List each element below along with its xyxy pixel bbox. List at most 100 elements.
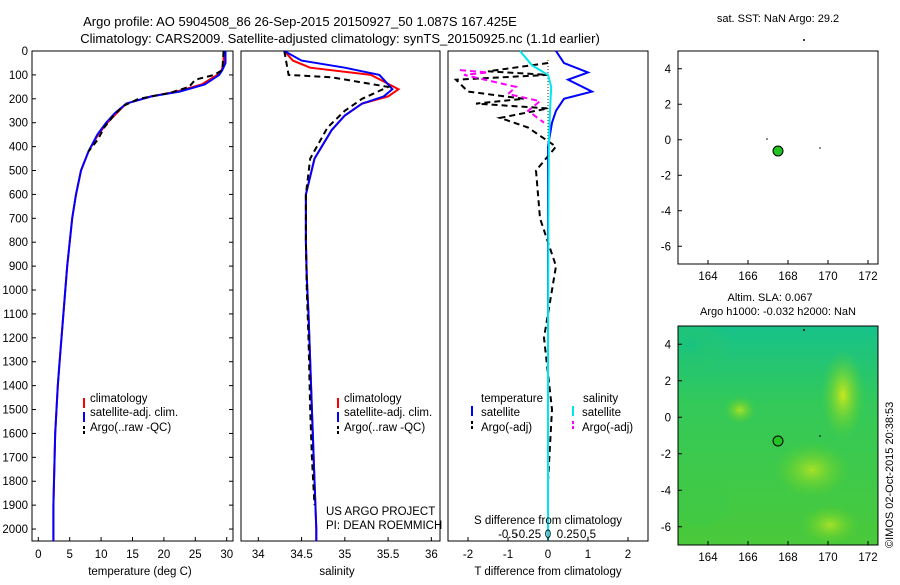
lon-tick-label: 172	[858, 271, 877, 283]
depth-tick-label: 1200	[2, 333, 28, 345]
legend-climatology: climatology	[344, 393, 402, 405]
legend-temp-satellite: satellite	[481, 407, 520, 419]
depth-tick-label: 2000	[2, 524, 28, 536]
land-speck	[803, 39, 805, 41]
lat-tick-label: 0	[665, 412, 671, 424]
series-temperature-argo-adj	[453, 62, 558, 482]
figure-title-line1: Argo profile: AO 5904508_86 26-Sep-2015 …	[83, 14, 517, 29]
salinity-series	[283, 50, 401, 541]
temperature-tick-label: 10	[95, 549, 108, 561]
t-difference-tick-label: 2	[625, 549, 631, 561]
salinity-tick-label: 34.5	[290, 549, 312, 561]
series-argo-raw-qc	[87, 50, 225, 153]
lon-tick-label: 168	[778, 552, 797, 564]
salinity-panel-frame	[240, 50, 441, 542]
depth-tick-label: 400	[9, 142, 28, 154]
argo-float-marker	[772, 145, 784, 157]
lat-tick-label: -6	[661, 241, 671, 253]
lat-tick-label: -4	[661, 485, 672, 497]
figure-title-line2: Climatology: CARS2009. Satellite-adjuste…	[80, 31, 600, 46]
series-satellite-adj-clim	[52, 51, 227, 541]
depth-tick-label: 500	[9, 166, 28, 178]
legend-satellite: satellite-adj. clim.	[344, 407, 432, 419]
lon-tick-label: 168	[778, 271, 797, 283]
project-pi: PI: DEAN ROEMMICH	[326, 520, 442, 532]
land-speck	[819, 147, 821, 149]
t-difference-label: T difference from climatology	[474, 566, 621, 578]
legend-temperature-header: temperature	[481, 393, 543, 405]
legend-sal-argo: Argo(-adj)	[582, 422, 633, 434]
salinity-xlabel: salinity	[319, 566, 354, 578]
depth-tick-label: 700	[9, 213, 28, 225]
depth-tick-label: 1300	[2, 357, 28, 369]
sst-map-title: sat. SST: NaN Argo: 29.2	[717, 13, 839, 25]
s-difference-ticks: -0.5-0.25 0 0.25 0.5	[498, 529, 596, 541]
salinity-tick-label: 34	[252, 549, 265, 561]
depth-tick-label: 300	[9, 118, 28, 130]
sla-map-frame	[677, 325, 879, 546]
temperature-tick-label: 0	[35, 549, 41, 561]
legend-climatology: climatology	[90, 393, 148, 405]
lat-tick-label: -2	[661, 449, 671, 461]
lon-tick-label: 164	[698, 271, 718, 283]
difference-legend: temperature salinity satellite Argo(-adj…	[471, 393, 633, 434]
project-name: US ARGO PROJECT	[326, 506, 435, 518]
t-difference-tick-label: 0	[545, 549, 551, 561]
depth-tick-label: 1400	[2, 381, 28, 393]
legend-temp-argo: Argo(-adj)	[481, 422, 532, 434]
depth-tick-label: 0	[22, 46, 28, 58]
depth-tick-label: 1000	[2, 285, 28, 297]
sla-heatmap	[678, 326, 878, 545]
lon-tick-label: 166	[738, 552, 757, 564]
salinity-tick-label: 35	[338, 549, 351, 561]
salinity-tick-label: 36	[425, 549, 438, 561]
sla-map-ticks: 164 166 168 170 172 4 2 0 -2 -4 -6	[661, 339, 878, 564]
depth-tick-label: 900	[9, 261, 28, 273]
depth-tick-label: 1700	[2, 452, 28, 464]
difference-x-ticks: -2 -1 0 1 2	[463, 537, 631, 561]
lon-tick-label: 166	[738, 271, 757, 283]
sla-high-anomaly	[800, 505, 860, 545]
t-difference-tick-label: -1	[503, 549, 513, 561]
sla-high-anomaly	[774, 442, 850, 498]
lat-tick-label: 2	[665, 376, 671, 388]
legend-satellite: satellite-adj. clim.	[90, 407, 178, 419]
temperature-tick-label: 30	[220, 549, 233, 561]
series-climatology	[52, 51, 225, 541]
salinity-tick-label: 35.5	[377, 549, 399, 561]
series-argo-raw-qc	[283, 50, 392, 506]
series-temperature-satellite	[547, 50, 595, 541]
temperature-panel-frame	[31, 50, 234, 542]
series-salinity-satellite	[519, 50, 553, 541]
lon-tick-label: 170	[818, 271, 837, 283]
land-speck	[819, 435, 821, 437]
temperature-series	[52, 50, 227, 541]
depth-tick-label: 1600	[2, 428, 28, 440]
legend-salinity-header: salinity	[583, 393, 618, 405]
temperature-legend: climatology satellite-adj. clim. Argo(..…	[83, 393, 178, 436]
sst-map-ticks: 164 166 168 170 172 4 2 0 -2 -4 -6	[661, 64, 878, 283]
temperature-tick-label: 5	[66, 549, 72, 561]
s-difference-tick-label: 0	[545, 529, 551, 541]
depth-axis: 0 100 200 300 400 500 600 700 800 900 1000 1100 1200…	[2, 46, 233, 536]
legend-sal-satellite: satellite	[582, 407, 621, 419]
argo-float-marker	[772, 435, 784, 447]
legend-argo: Argo(..raw -QC)	[90, 422, 171, 434]
depth-tick-label: 1900	[2, 500, 28, 512]
land-speck	[766, 138, 768, 140]
series-satellite-adj-clim	[283, 50, 394, 541]
s-difference-tick-label: 0.25	[557, 529, 579, 541]
lon-tick-label: 164	[698, 552, 718, 564]
series-climatology	[283, 50, 401, 541]
depth-tick-label: 1100	[3, 309, 28, 321]
depth-tick-label: 1800	[2, 476, 28, 488]
depth-tick-label: 200	[9, 94, 28, 106]
lat-tick-label: 4	[665, 64, 672, 76]
s-difference-label: S difference from climatology	[474, 515, 622, 527]
lat-tick-label: 0	[665, 135, 671, 147]
temperature-tick-label: 15	[126, 549, 139, 561]
depth-tick-label: 100	[9, 70, 28, 82]
difference-series	[453, 50, 595, 541]
sla-neutral-area	[678, 475, 730, 525]
